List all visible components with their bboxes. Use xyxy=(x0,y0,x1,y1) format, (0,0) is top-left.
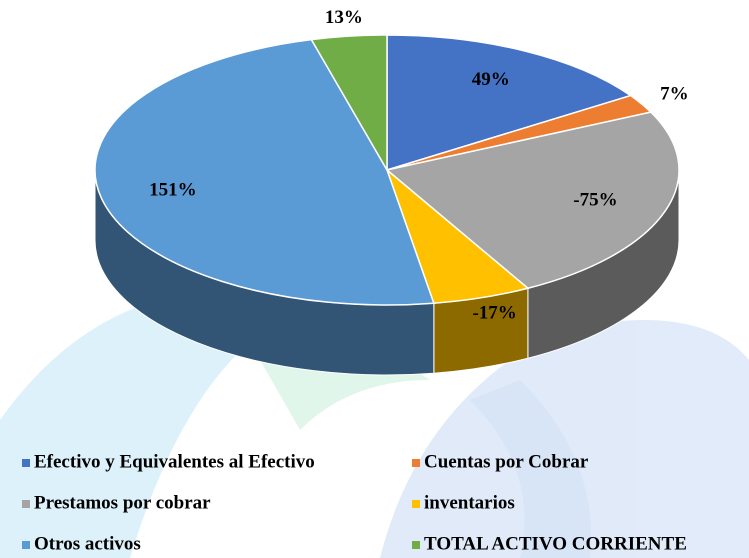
data-label: -75% xyxy=(573,189,617,210)
legend-swatch xyxy=(22,500,30,508)
data-label: 7% xyxy=(660,83,689,104)
slice xyxy=(386,34,633,172)
data-label: 13% xyxy=(325,7,363,28)
legend-label: Otros activos xyxy=(34,533,141,554)
legend-swatch xyxy=(412,541,420,549)
data-label: -17% xyxy=(472,303,516,324)
legend-label: TOTAL ACTIVO CORRIENTE xyxy=(424,533,687,554)
data-label: 49% xyxy=(472,69,510,90)
legend-swatch xyxy=(22,459,30,467)
legend-label: Cuentas por Cobrar xyxy=(424,451,589,472)
legend-swatch xyxy=(22,541,30,549)
slice xyxy=(310,34,388,173)
legend-label: Prestamos por cobrar xyxy=(34,492,211,513)
legend-swatch xyxy=(412,459,420,467)
pie: 49% 7% -75% -17% 151% 13% xyxy=(94,7,689,376)
data-label: 151% xyxy=(149,180,197,201)
legend-label: inventarios xyxy=(424,492,515,513)
legend: Efectivo y Equivalentes al Efectivo Cuent… xyxy=(22,451,687,554)
legend-swatch xyxy=(412,500,420,508)
legend-label: Efectivo y Equivalentes al Efectivo xyxy=(34,451,315,472)
slice xyxy=(385,111,680,290)
